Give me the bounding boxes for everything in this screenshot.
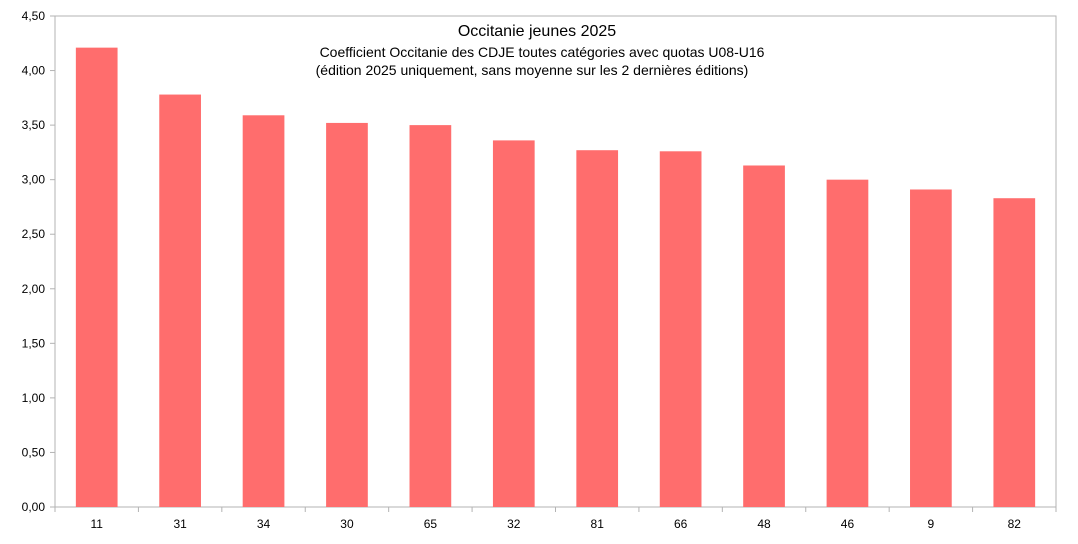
bar-11	[75, 47, 118, 508]
y-tick-label: 2,00	[22, 282, 46, 296]
bars	[75, 47, 1036, 508]
x-tick-label: 34	[257, 517, 271, 531]
y-tick-label: 2,50	[22, 227, 46, 241]
y-tick-label: 3,50	[22, 118, 46, 132]
y-tick-label: 4,00	[22, 64, 46, 78]
y-tick-label: 4,50	[22, 9, 46, 23]
bar-9	[910, 189, 952, 507]
y-tick-label: 1,50	[22, 336, 46, 350]
bar-82	[993, 198, 1036, 507]
bar-30	[326, 122, 368, 507]
x-tick-label: 46	[841, 517, 855, 531]
y-tick-label: 3,00	[22, 173, 46, 187]
bar-34	[242, 115, 285, 508]
bar-65	[409, 125, 452, 507]
y-axis: 0,00 0,50 1,00 1,50 2,00 2,50 3,00 3,50 4,00 4,50	[22, 9, 55, 514]
x-axis: 11 31 34 30 65 32 81 66 48 46 9 82	[54, 507, 1057, 531]
x-tick-label: 31	[173, 517, 187, 531]
bar-66	[659, 151, 702, 507]
x-tick-label: 11	[90, 517, 103, 531]
bar-81	[576, 150, 619, 507]
x-tick-label: 9	[928, 517, 935, 531]
bar-31	[159, 94, 201, 507]
chart-subtitle-line2: (édition 2025 uniquement, sans moyenne s…	[316, 62, 749, 78]
x-tick-label: 66	[674, 517, 688, 531]
chart-subtitle-line1: Coefficient Occitanie des CDJE toutes ca…	[320, 44, 765, 60]
bar-32	[492, 140, 535, 508]
y-tick-label: 0,00	[22, 500, 46, 514]
x-tick-label: 81	[591, 517, 605, 531]
chart-title: Occitanie jeunes 2025	[458, 23, 616, 40]
bar-48	[743, 165, 785, 507]
plot-area	[54, 15, 1057, 508]
bar-46	[826, 179, 869, 507]
y-tick-label: 1,00	[22, 391, 46, 405]
x-tick-label: 82	[1008, 517, 1022, 531]
x-tick-label: 65	[424, 517, 438, 531]
x-tick-label: 30	[340, 517, 354, 531]
y-tick-label: 0,50	[22, 445, 46, 459]
x-tick-label: 32	[507, 517, 521, 531]
x-tick-label: 48	[757, 517, 771, 531]
